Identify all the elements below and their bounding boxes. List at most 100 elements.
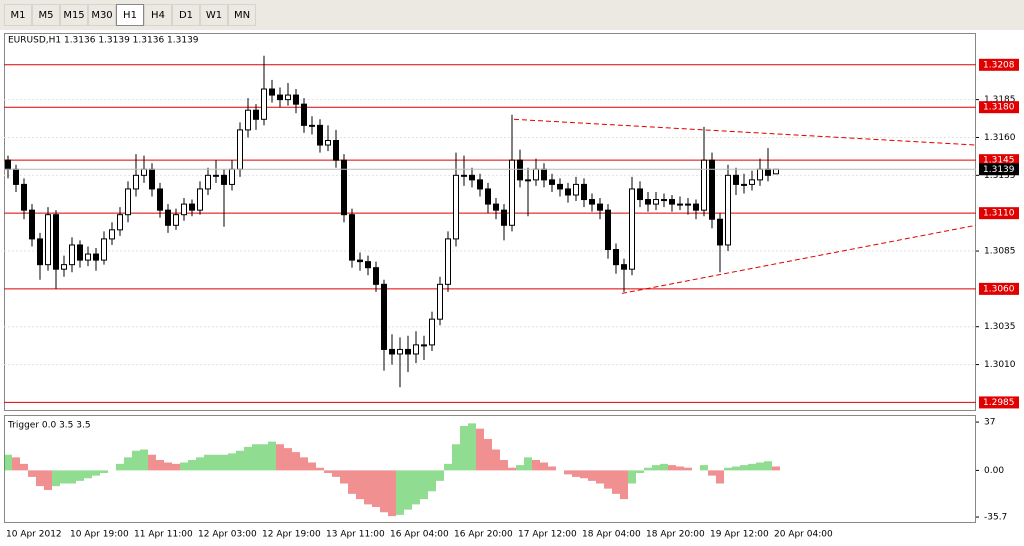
candle-body	[141, 168, 147, 176]
level-label: 1.3145	[983, 156, 1015, 166]
button-label[interactable]: MN	[234, 10, 250, 21]
candle-body	[197, 188, 203, 211]
indicator-title: Trigger 0.0 3.5 3.5	[7, 421, 91, 431]
timeframe-button[interactable]: M15	[60, 4, 88, 26]
candle-body	[693, 203, 699, 211]
timeframe-toolbar: M1 M5 M15 M30 H1 H4 D1 W1 MN	[4, 4, 256, 26]
x-tick-label: 18 Apr 20:00	[646, 530, 705, 540]
candle-body	[597, 203, 603, 211]
candle-body	[61, 264, 67, 270]
timeframe-button[interactable]: MN	[228, 4, 256, 26]
level-label: 1.3060	[983, 284, 1015, 294]
candle-body	[349, 214, 355, 261]
button-frame[interactable]	[4, 4, 32, 26]
timeframe-button[interactable]: W1	[200, 4, 228, 26]
candle-body	[685, 203, 691, 206]
candle-body	[117, 214, 123, 231]
button-label[interactable]: W1	[206, 10, 222, 21]
candle-body	[517, 159, 523, 181]
candle-body	[165, 209, 171, 226]
candle-body	[493, 203, 499, 211]
level-tag	[979, 101, 1019, 114]
x-tick-label: 19 Apr 12:00	[710, 530, 769, 540]
level-tag	[979, 207, 1019, 220]
timeframe-button[interactable]: M5	[32, 4, 60, 26]
candle-body	[421, 344, 427, 347]
level-tag	[979, 282, 1019, 295]
candle-body	[229, 168, 235, 185]
candle-body	[765, 168, 771, 176]
chart-layer: 1.3185 1.3160 1.3135 1.3085 1.3035 1.3010 1.32…	[4, 55, 1019, 540]
button-frame[interactable]	[144, 4, 172, 26]
candle-body	[581, 183, 587, 201]
y-tick-label: -35.7	[984, 513, 1007, 523]
candle-body	[381, 283, 387, 350]
candle-body	[125, 188, 131, 216]
candle-body	[757, 168, 763, 181]
candle-body	[741, 183, 747, 186]
timeframe-button[interactable]: D1	[172, 4, 200, 26]
button-frame[interactable]	[172, 4, 200, 26]
button-label[interactable]: H4	[151, 10, 165, 21]
timeframe-button[interactable]: M1	[4, 4, 32, 26]
candle-body	[357, 259, 363, 263]
candle-body	[325, 139, 331, 146]
button-label[interactable]: M15	[63, 10, 84, 21]
x-tick-label: 12 Apr 03:00	[198, 530, 257, 540]
candle-body	[13, 168, 19, 185]
candle-body	[589, 199, 595, 205]
candle-body	[157, 188, 163, 211]
candle-body	[397, 348, 403, 355]
indicator-panel	[4, 415, 976, 523]
x-tick-label: 16 Apr 04:00	[390, 530, 449, 540]
candle-body	[733, 174, 739, 185]
button-frame[interactable]	[32, 4, 60, 26]
level-label: 1.3180	[983, 103, 1015, 113]
trend-line	[621, 224, 977, 294]
button-label[interactable]: M30	[91, 10, 112, 21]
candle-body	[621, 264, 627, 270]
timeframe-button[interactable]: H4	[144, 4, 172, 26]
timeframe-button[interactable]: M30	[88, 4, 116, 26]
candle-body	[245, 109, 251, 131]
button-label[interactable]: M5	[39, 10, 54, 21]
x-tick-label: 16 Apr 20:00	[454, 530, 513, 540]
candle-body	[109, 229, 115, 240]
candle-body	[525, 179, 531, 182]
candle-body	[373, 267, 379, 285]
button-label[interactable]: H1	[123, 10, 137, 21]
x-tick-label: 13 Apr 11:00	[326, 530, 385, 540]
candle-body	[253, 109, 259, 120]
candle-body	[773, 168, 779, 175]
button-label[interactable]: M1	[11, 10, 26, 21]
button-label[interactable]: D1	[179, 10, 193, 21]
button-frame[interactable]	[200, 4, 228, 26]
candle-body	[717, 218, 723, 246]
candle-body	[565, 188, 571, 196]
level-label: 1.2985	[983, 398, 1015, 408]
y-tick-label: 1.3010	[984, 360, 1016, 370]
candle-body	[309, 124, 315, 127]
candle-body	[709, 159, 715, 220]
button-frame[interactable]	[116, 4, 144, 26]
candle-body	[341, 159, 347, 216]
candle-body	[365, 261, 371, 269]
y-tick-label: 1.3135	[984, 171, 1016, 181]
button-frame[interactable]	[60, 4, 88, 26]
x-tick-label: 11 Apr 11:00	[134, 530, 193, 540]
level-label: 1.3110	[983, 209, 1015, 219]
button-frame[interactable]	[228, 4, 256, 26]
candle-body	[301, 103, 307, 126]
candle-body	[261, 88, 267, 120]
candle-body	[333, 139, 339, 161]
y-tick-label: 0.00	[984, 466, 1004, 476]
timeframe-button[interactable]: H1	[116, 4, 144, 26]
candle-body	[613, 249, 619, 266]
candle-body	[501, 209, 507, 226]
button-frame[interactable]	[88, 4, 116, 26]
y-tick-label: 1.3085	[984, 247, 1016, 257]
candle-body	[213, 174, 219, 177]
candle-body	[445, 238, 451, 285]
candle-body	[205, 174, 211, 190]
chart-title: EURUSD,H1 1.3136 1.3139 1.3136 1.3139	[8, 36, 199, 46]
